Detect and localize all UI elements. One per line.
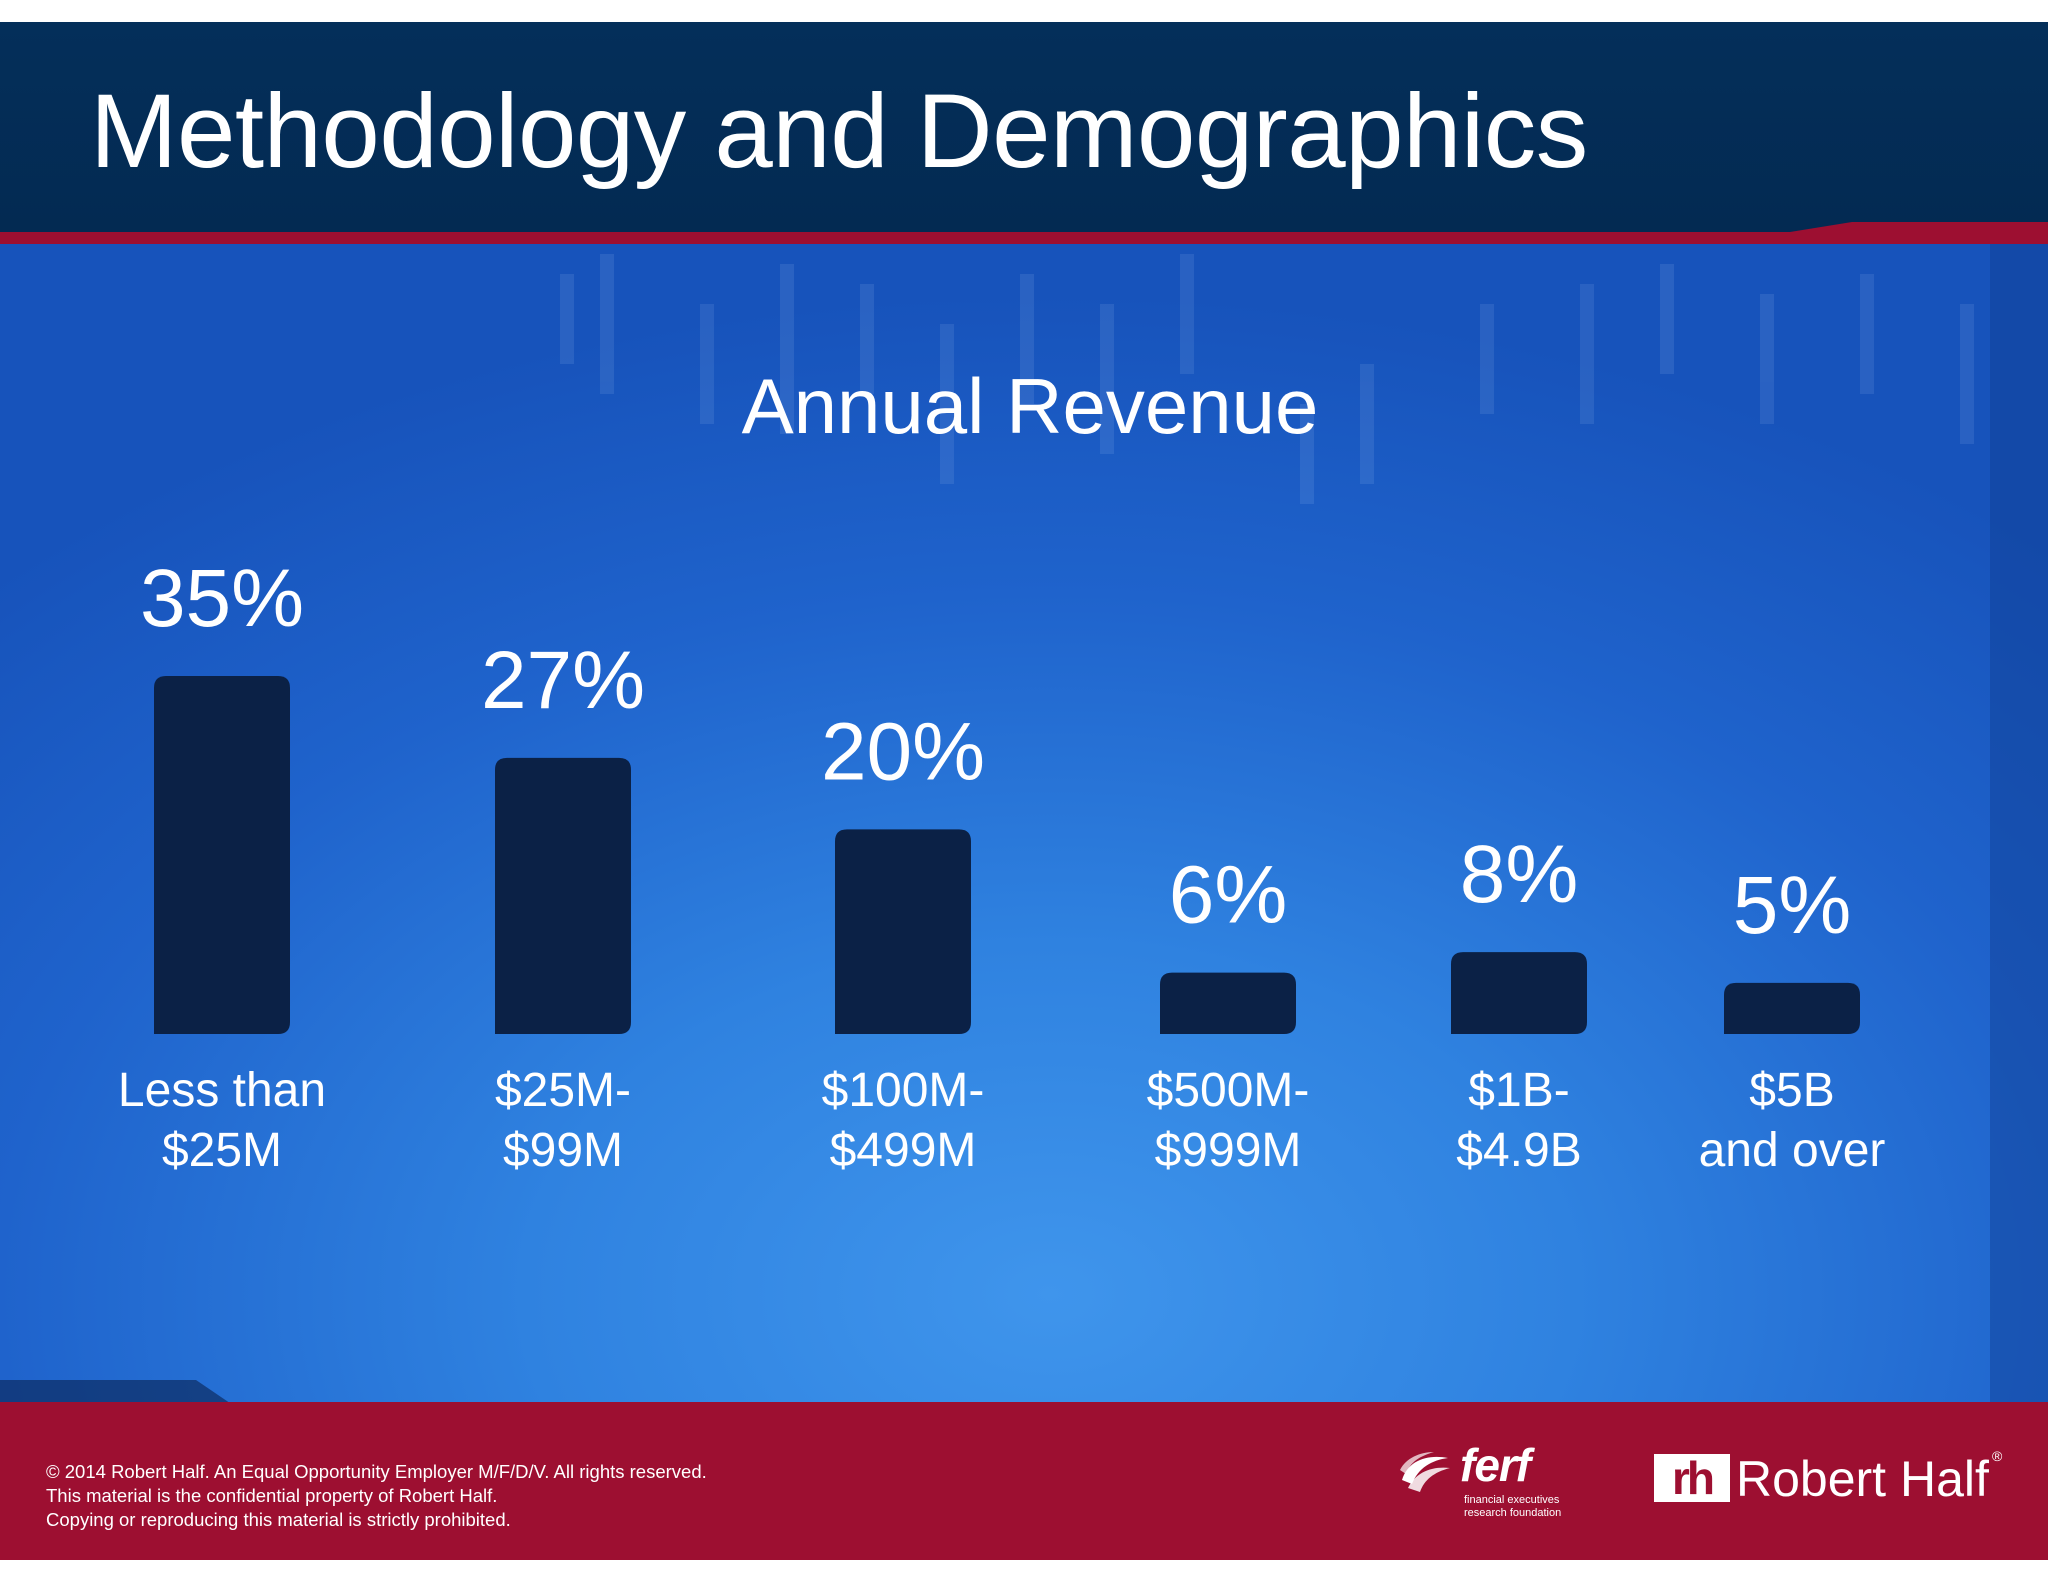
category-label-line: and over (1699, 1124, 1886, 1177)
red-stripe (0, 222, 2048, 250)
page-title: Methodology and Demographics (90, 73, 1588, 190)
slide: Methodology and Demographics (0, 22, 2048, 1560)
robert-half-logo: rh Robert Half ® (1654, 1448, 2014, 1507)
category-label-line: $100M- (822, 1064, 985, 1117)
copyright-notice: © 2014 Robert Half. An Equal Opportunity… (46, 1460, 707, 1532)
rh-monogram: rh (1654, 1454, 1730, 1502)
registered-mark: ® (1992, 1448, 2003, 1464)
ferf-tagline: financial executives research foundation (1464, 1494, 1561, 1520)
value-label: 6% (1169, 850, 1288, 941)
value-label: 35% (140, 553, 304, 644)
category-label-line: $5B (1749, 1064, 1834, 1117)
copyright-line: © 2014 Robert Half. An Equal Opportunity… (46, 1461, 707, 1482)
category-label: $5B and over (1699, 1064, 1886, 1177)
bar (1451, 952, 1587, 1034)
bar-chart: Annual Revenue 35%Less than $25M27%$25M-$… (0, 244, 2048, 1414)
category-label: $25M- $99M (495, 1064, 631, 1177)
category-label-line: $25M (162, 1124, 282, 1177)
category-label-line: $25M- (495, 1064, 631, 1117)
chart-title: Annual Revenue (742, 362, 1319, 450)
ferf-wordmark: ferf (1460, 1439, 1531, 1491)
bar (154, 676, 290, 1034)
category-label-line: Less than (118, 1064, 326, 1117)
category-label: $100M- $499M (822, 1064, 985, 1177)
bar (835, 829, 971, 1034)
category-label-line: $500M- (1147, 1064, 1310, 1117)
bar (495, 757, 631, 1034)
bars: 35% Less than $25M 27% $25M- $99M 20% $100M- $49… (118, 553, 1885, 1177)
category-label: $1B- $4.9B (1456, 1064, 1581, 1177)
category-label: $500M- $999M (1147, 1064, 1310, 1177)
bar (1724, 982, 1860, 1034)
copyright-line: This material is the confidential proper… (46, 1485, 498, 1506)
header-band: Methodology and Demographics (0, 22, 2048, 232)
category-label-line: $1B- (1468, 1064, 1569, 1117)
ferf-tagline-line: financial executives (1464, 1494, 1560, 1506)
accent-shape-right (1990, 244, 2048, 1404)
value-label: 27% (481, 635, 645, 726)
category-label-line: $999M (1155, 1124, 1302, 1177)
background-decoration (560, 254, 1974, 504)
category-label-line: $499M (830, 1124, 977, 1177)
bar (1160, 972, 1296, 1034)
category-label-line: $99M (503, 1124, 623, 1177)
ferf-tagline-line: research foundation (1464, 1507, 1562, 1519)
ferf-swirl-icon (1400, 1452, 1450, 1492)
robert-half-wordmark: Robert Half (1736, 1451, 1989, 1507)
value-label: 8% (1460, 829, 1579, 920)
footer: © 2014 Robert Half. An Equal Opportunity… (0, 1402, 2048, 1560)
copyright-line: Copying or reproducing this material is … (46, 1509, 511, 1530)
value-label: 5% (1733, 860, 1852, 951)
category-label: Less than $25M (118, 1064, 326, 1177)
chart-area: Annual Revenue 35% Less than $25M 27% $25M-$… (0, 244, 2048, 1424)
value-label: 20% (821, 706, 985, 797)
category-label-line: $4.9B (1456, 1124, 1581, 1177)
ferf-logo: ferf financial executives research found… (1398, 1438, 1578, 1520)
